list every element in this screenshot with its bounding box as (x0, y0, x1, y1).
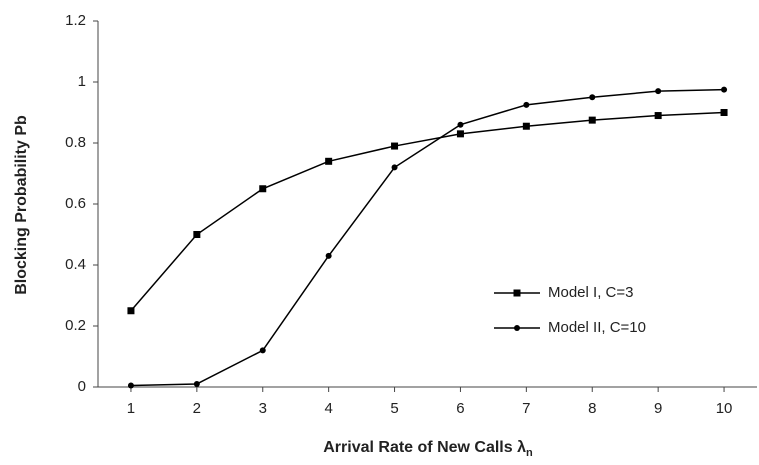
data-point (522, 122, 530, 130)
x-axis-title-sub: n (526, 447, 533, 459)
x-axis-title-main: Arrival Rate of New Calls λ (323, 439, 526, 456)
x-tick-label: 2 (193, 400, 201, 417)
x-tick-label: 10 (716, 400, 733, 417)
x-tick-label: 4 (324, 400, 332, 417)
data-point (655, 88, 662, 95)
data-point (193, 231, 201, 238)
y-tick-label: 1.2 (65, 12, 86, 29)
data-point (456, 130, 464, 138)
data-point (259, 185, 267, 193)
series-line (130, 88, 725, 387)
legend-marker (514, 325, 520, 331)
x-tick-label: 7 (522, 400, 530, 417)
y-tick-label: 0.6 (65, 195, 86, 212)
data-point (391, 142, 399, 150)
data-point (127, 307, 135, 315)
y-tick-label: 1 (78, 73, 86, 90)
data-point (720, 109, 728, 116)
data-point (193, 380, 200, 387)
data-point (589, 94, 596, 101)
y-tick-label: 0.4 (65, 256, 86, 273)
x-tick-label: 9 (654, 400, 662, 417)
x-tick-label: 6 (456, 400, 464, 417)
x-tick-label: 5 (390, 400, 398, 417)
legend-marker (513, 289, 521, 297)
legend-label: Model I, C=3 (548, 284, 633, 301)
data-point (127, 382, 134, 389)
data-point (325, 157, 333, 165)
data-point (391, 164, 398, 171)
data-point (523, 101, 530, 108)
data-point (654, 112, 662, 120)
legend-label: Model II, C=10 (548, 319, 646, 336)
x-tick-label: 1 (127, 400, 135, 417)
data-point (457, 121, 464, 128)
y-tick-label: 0 (78, 378, 86, 395)
y-tick-label: 0.2 (65, 317, 86, 334)
data-point (588, 116, 596, 124)
y-tick-label: 0.8 (65, 134, 86, 151)
data-point (325, 252, 332, 259)
data-point (259, 347, 266, 354)
data-point (721, 86, 728, 93)
series-line (130, 111, 725, 312)
y-axis-title: Blocking Probability Pb (13, 115, 30, 295)
x-axis-title: Arrival Rate of New Calls λn (323, 439, 533, 459)
x-tick-label: 8 (588, 400, 596, 417)
x-tick-label: 3 (259, 400, 267, 417)
